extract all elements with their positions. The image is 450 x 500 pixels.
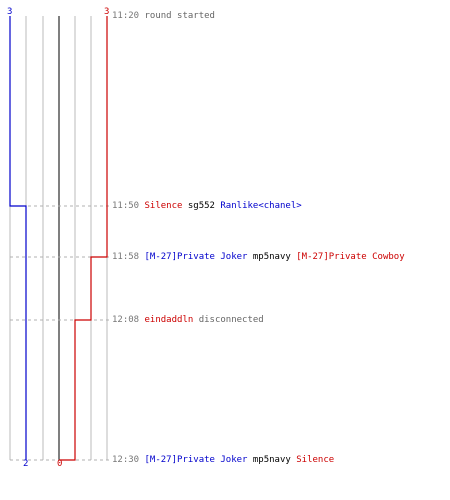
event-text: eindaddln — [139, 315, 194, 325]
event-text: Silence — [296, 455, 335, 465]
event-text: [M-27]Private Joker — [139, 252, 248, 262]
red-team-line — [59, 16, 108, 461]
event-row: 11:58 [M-27]Private Joker mp5navy [M-27]… — [112, 252, 405, 262]
red-end-count: 0 — [57, 459, 63, 469]
event-time: 11:50 — [112, 201, 140, 211]
event-time: 11:20 — [112, 11, 140, 21]
event-row: 12:08 eindaddln disconnected — [112, 315, 264, 325]
event-text: Ranlike<chanel> — [220, 201, 302, 211]
event-text: Silence — [139, 201, 183, 211]
event-text: disconnected — [193, 315, 264, 325]
event-text: [M-27]Private Cowboy — [296, 252, 405, 262]
event-time: 11:58 — [112, 252, 140, 262]
red-start-count: 3 — [104, 7, 110, 17]
event-time: 12:08 — [112, 315, 140, 325]
blue-end-count: 2 — [23, 459, 29, 469]
event-row: 12:30 [M-27]Private Joker mp5navy Silenc… — [112, 455, 334, 465]
event-row: 11:50 Silence sg552 Ranlike<chanel> — [112, 201, 302, 211]
blue-start-count: 3 — [7, 7, 13, 17]
event-text: mp5navy — [247, 455, 297, 465]
blue-team-line — [9, 16, 27, 460]
event-text: mp5navy — [247, 252, 297, 262]
event-text: round started — [139, 11, 215, 21]
event-row: 11:20 round started — [112, 11, 215, 21]
event-time: 12:30 — [112, 455, 140, 465]
event-text: [M-27]Private Joker — [139, 455, 248, 465]
event-text: sg552 — [182, 201, 221, 211]
